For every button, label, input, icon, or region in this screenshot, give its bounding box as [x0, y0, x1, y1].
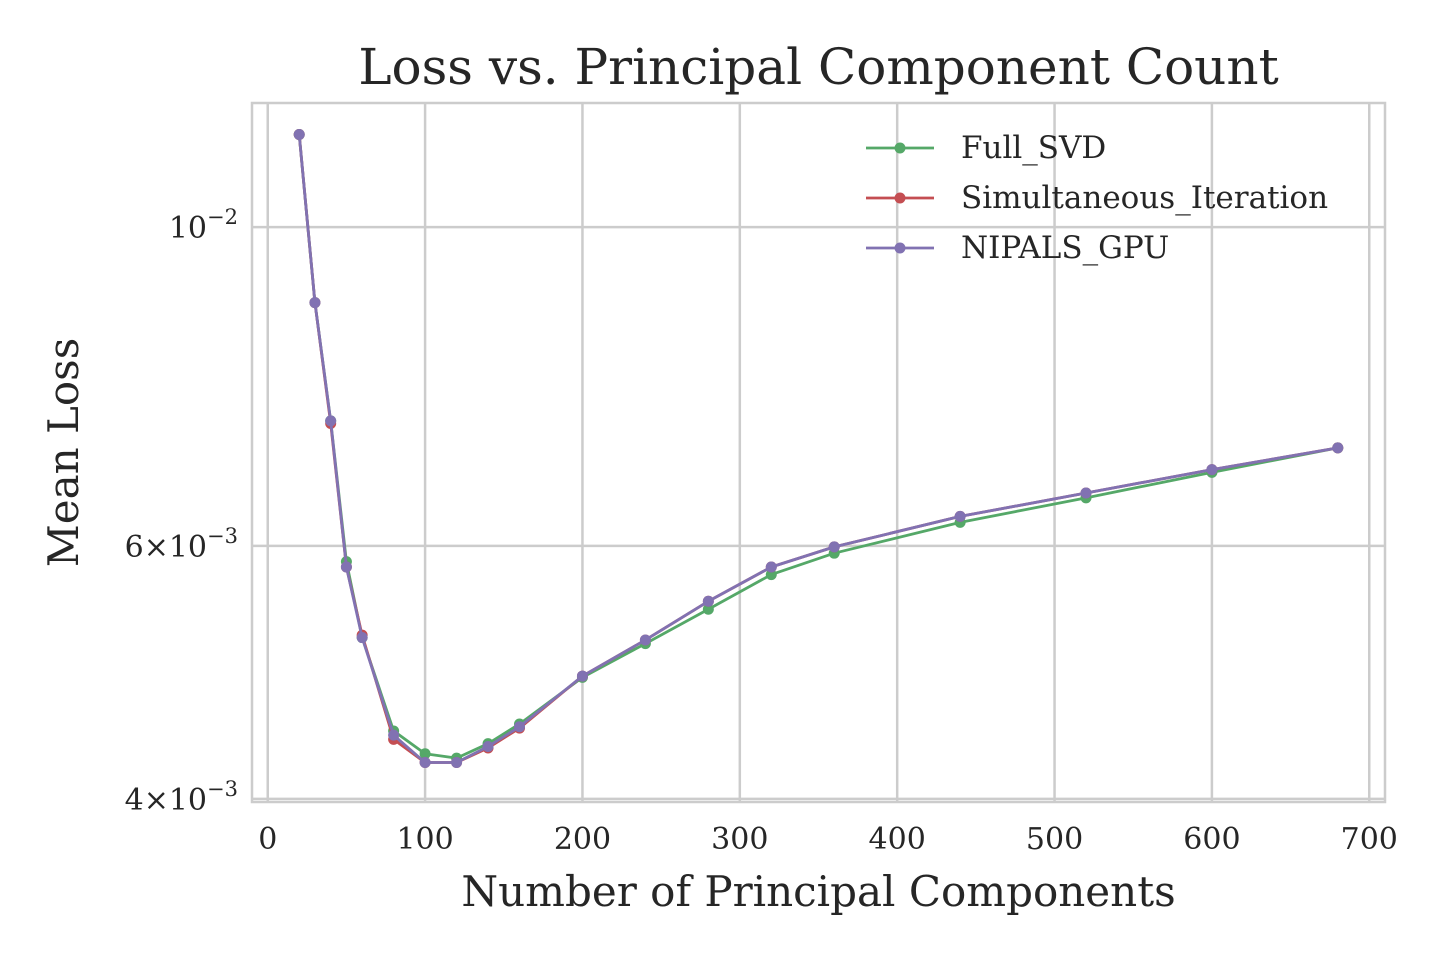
chart-title: Loss vs. Principal Component Count: [358, 38, 1278, 96]
data-point: [514, 721, 526, 733]
legend-item: Full_SVD: [866, 130, 1106, 166]
data-point: [702, 603, 714, 615]
series-line: [297, 134, 1339, 764]
series-Full_SVD: [293, 128, 1344, 764]
x-axis-ticks: 0 100 200 300 400 500 600 700: [258, 822, 1398, 857]
data-point: [1332, 442, 1344, 454]
data-point: [309, 297, 321, 309]
data-point: [702, 595, 714, 607]
series-line: [297, 134, 1339, 764]
data-point: [828, 541, 840, 553]
x-tick-label: 500: [1026, 822, 1083, 857]
legend-marker: [894, 242, 906, 254]
data-point: [765, 561, 777, 573]
legend-item: Simultaneous_Iteration: [866, 180, 1328, 216]
y-axis-label: Mean Loss: [39, 338, 88, 568]
series-NIPALS_GPU: [293, 128, 1344, 769]
y-tick-label: 6×10−3: [125, 524, 238, 565]
data-point: [340, 561, 352, 573]
y-tick-label: 10−2: [169, 205, 238, 246]
data-point: [356, 632, 368, 644]
x-axis-label: Number of Principal Components: [461, 867, 1175, 916]
x-tick-label: 300: [711, 822, 768, 857]
data-point: [1206, 464, 1218, 476]
x-tick-label: 600: [1183, 822, 1240, 857]
legend-item: NIPALS_GPU: [866, 230, 1169, 266]
data-point: [419, 748, 431, 760]
data-point: [293, 128, 305, 140]
series-Simultaneous_Iteration: [293, 128, 1344, 769]
x-tick-label: 700: [1341, 822, 1398, 857]
data-point: [388, 729, 400, 741]
plot-frame: [250, 101, 1387, 804]
legend-label: NIPALS_GPU: [961, 230, 1169, 266]
data-point: [482, 741, 494, 753]
y-tick-label: 4×10−3: [125, 777, 238, 818]
x-tick-label: 100: [396, 822, 453, 857]
data-point: [325, 415, 337, 427]
x-tick-label: 0: [258, 822, 277, 857]
data-point: [451, 757, 463, 769]
legend: Full_SVD Simultaneous_Iteration NIPALS_GPU: [866, 130, 1328, 266]
data-point: [419, 757, 431, 769]
x-tick-label: 400: [869, 822, 926, 857]
data-point: [765, 569, 777, 581]
data-point: [954, 510, 966, 522]
legend-marker: [894, 142, 906, 154]
x-tick-label: 200: [554, 822, 611, 857]
data-point: [576, 670, 588, 682]
legend-marker: [894, 192, 906, 204]
data-point: [1080, 487, 1092, 499]
grid-lines: [252, 103, 1385, 802]
data-point: [639, 634, 651, 646]
y-axis-ticks: 10−2 6×10−3 4×10−3: [125, 205, 238, 818]
legend-label: Full_SVD: [961, 130, 1106, 166]
legend-label: Simultaneous_Iteration: [961, 180, 1328, 216]
